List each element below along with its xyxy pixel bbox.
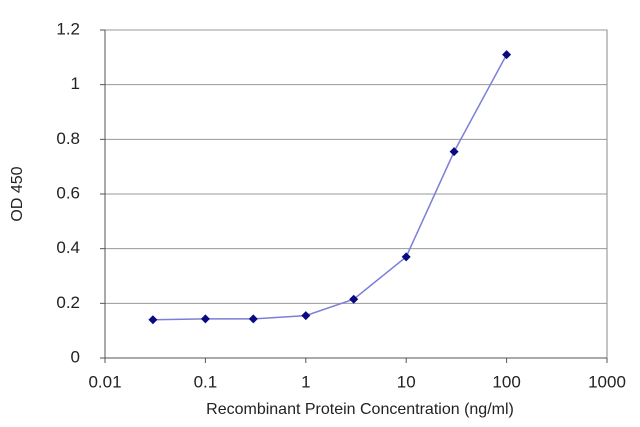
y-tick-label: 0.6: [56, 183, 80, 202]
data-point: [349, 294, 359, 304]
data-point: [502, 50, 512, 60]
data-point: [248, 314, 258, 324]
data-point: [148, 315, 158, 325]
x-tick-label: 100: [492, 372, 520, 391]
y-tick-label: 1: [71, 74, 80, 93]
data-point: [200, 314, 210, 324]
y-tick-label: 0.2: [56, 293, 80, 312]
y-tick-label: 0.8: [56, 129, 80, 148]
data-point: [301, 311, 311, 321]
y-tick-label: 0.4: [56, 238, 80, 257]
x-tick-label: 1: [301, 372, 310, 391]
x-axis-title: Recombinant Protein Concentration (ng/ml…: [206, 401, 514, 418]
y-axis-title: OD 450: [9, 166, 26, 221]
x-tick-label: 1000: [588, 372, 626, 391]
x-tick-label: 10: [397, 372, 416, 391]
data-line: [152, 54, 508, 321]
data-point: [449, 147, 459, 157]
data-point: [401, 252, 411, 262]
x-tick-label: 0.1: [194, 372, 218, 391]
y-tick-label: 0: [71, 347, 80, 366]
y-tick-label: 1.2: [56, 19, 80, 38]
x-tick-label: 0.01: [88, 372, 121, 391]
